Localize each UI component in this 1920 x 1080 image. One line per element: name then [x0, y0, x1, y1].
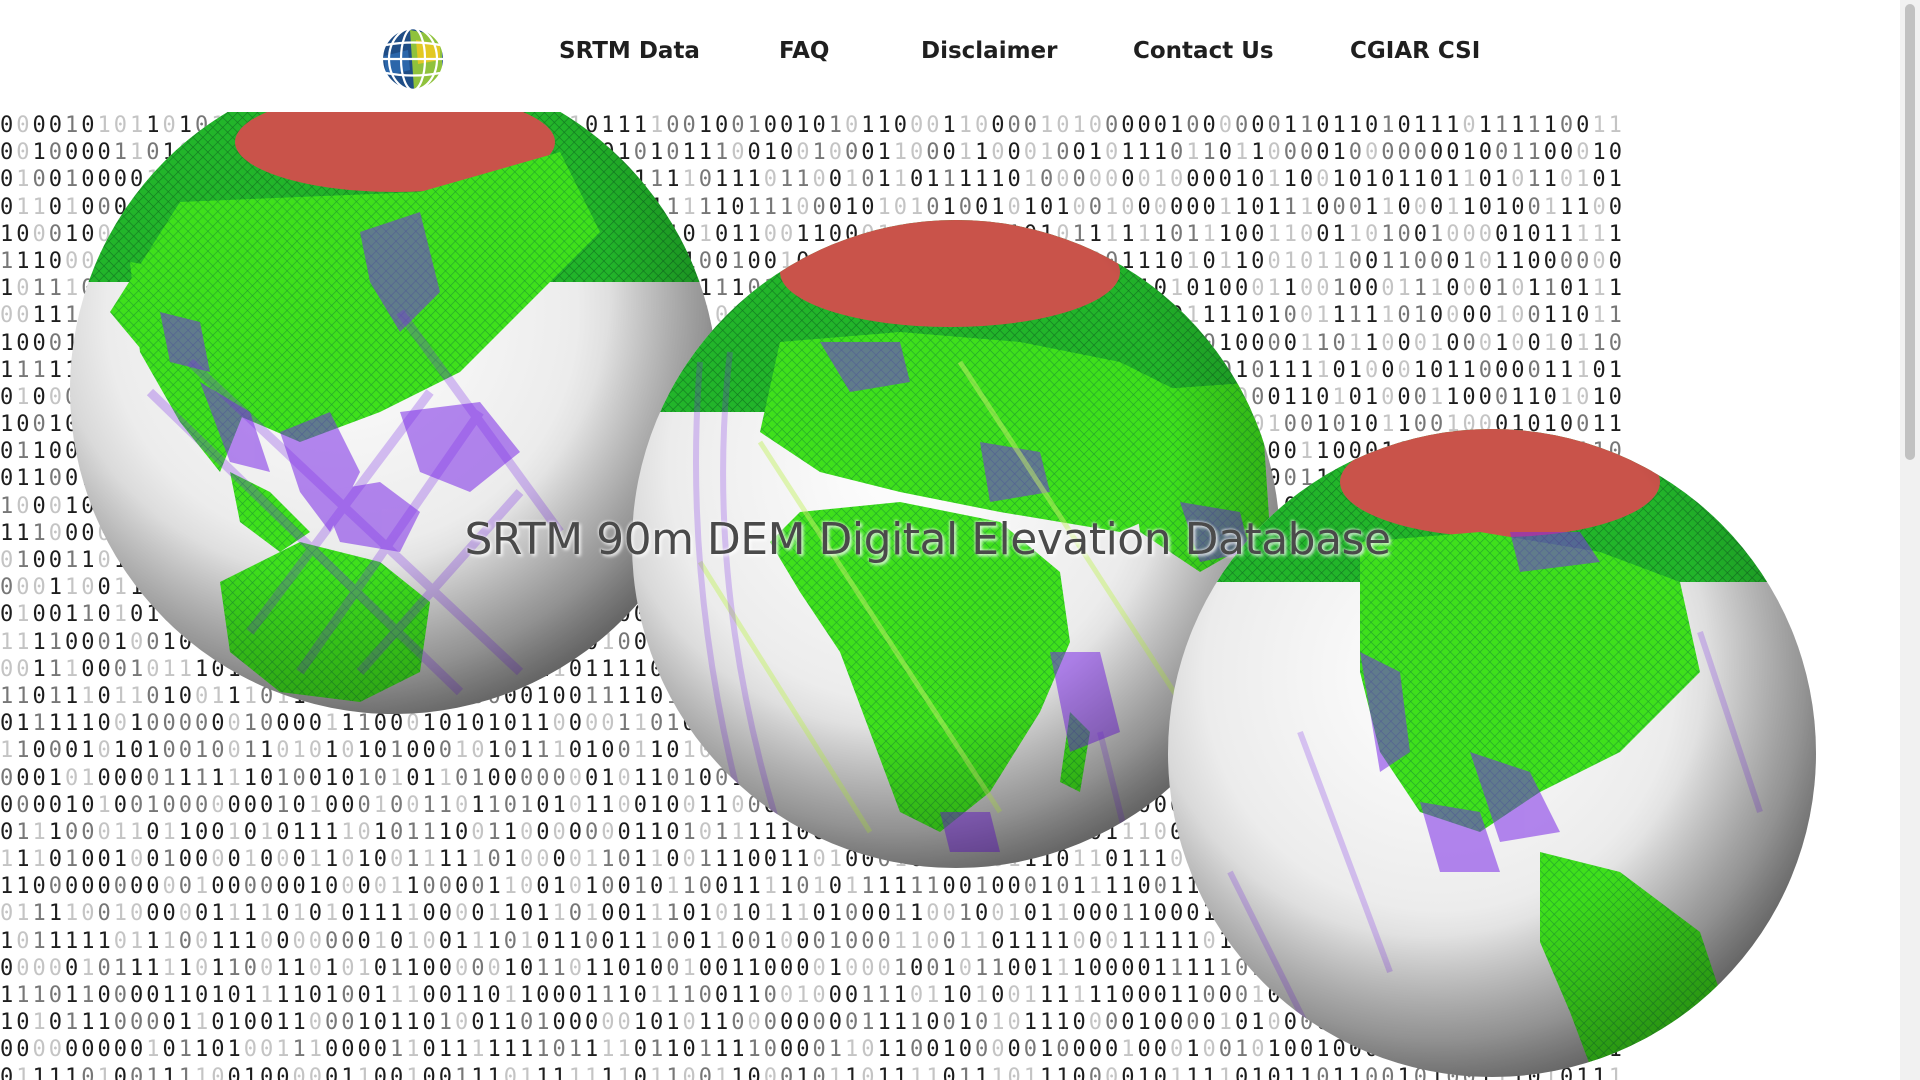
top-navigation: SRTM Data FAQ Disclaimer Contact Us CGIA…: [0, 0, 1900, 112]
globe-grid-icon[interactable]: [380, 26, 446, 92]
globe-europe-africa: [632, 220, 1280, 868]
globe-asia-australia: [70, 112, 718, 714]
globes-illustration: [70, 112, 1816, 1077]
nav-faq[interactable]: FAQ: [779, 38, 830, 64]
page-scrollbar[interactable]: [1900, 0, 1920, 1080]
nav-disclaimer[interactable]: Disclaimer: [921, 38, 1058, 64]
nav-cgiar-csi[interactable]: CGIAR CSI: [1350, 38, 1481, 64]
nav-contact-us[interactable]: Contact Us: [1133, 38, 1274, 64]
scrollbar-thumb[interactable]: [1905, 4, 1915, 460]
nav-srtm-data[interactable]: SRTM Data: [559, 38, 700, 64]
hero-title: SRTM 90m DEM Digital Elevation Database: [464, 514, 1391, 565]
hero-banner: 0000101011010101001000001100011000010111…: [0, 112, 1900, 1080]
